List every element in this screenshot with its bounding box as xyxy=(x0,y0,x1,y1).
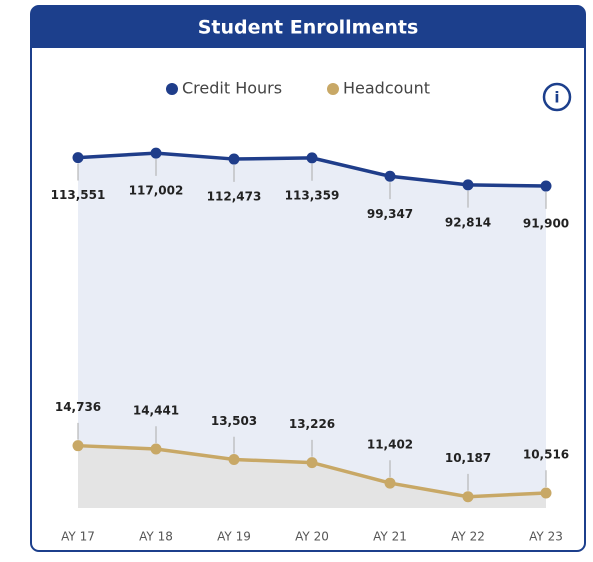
data-label: 14,441 xyxy=(133,403,179,417)
legend-label: Credit Hours xyxy=(182,79,282,98)
data-label: 14,736 xyxy=(55,400,101,414)
svg-text:i: i xyxy=(554,89,559,107)
point xyxy=(72,440,84,452)
point xyxy=(228,153,240,165)
point xyxy=(462,179,474,191)
data-label: 10,516 xyxy=(523,448,569,462)
legend-marker xyxy=(327,83,339,95)
area xyxy=(78,445,546,508)
x-tick-label: AY 23 xyxy=(529,530,563,544)
info-icon[interactable]: i xyxy=(542,82,572,112)
point xyxy=(384,170,396,182)
data-label: 91,900 xyxy=(523,217,569,231)
point xyxy=(540,487,552,499)
data-label: 13,503 xyxy=(211,414,257,428)
x-tick-label: AY 21 xyxy=(373,530,407,544)
point xyxy=(540,180,552,192)
legend-label: Headcount xyxy=(343,79,430,98)
point xyxy=(462,491,474,503)
data-label: 13,226 xyxy=(289,417,335,431)
data-label: 11,402 xyxy=(367,438,413,452)
x-tick-label: AY 17 xyxy=(61,530,95,544)
point xyxy=(72,152,84,164)
x-tick-label: AY 19 xyxy=(217,530,251,544)
data-label: 117,002 xyxy=(129,184,184,198)
data-label: 113,551 xyxy=(51,188,106,202)
data-label: 112,473 xyxy=(207,190,262,204)
point xyxy=(306,152,318,164)
x-tick-label: AY 22 xyxy=(451,530,485,544)
point xyxy=(150,443,162,455)
title-bar xyxy=(31,6,585,48)
x-tick-label: AY 18 xyxy=(139,530,173,544)
area xyxy=(78,153,546,508)
point xyxy=(228,454,240,466)
data-label: 92,814 xyxy=(445,215,491,229)
data-label: 113,359 xyxy=(285,188,340,202)
x-tick-label: AY 20 xyxy=(295,530,329,544)
point xyxy=(150,147,162,159)
legend-marker xyxy=(166,83,178,95)
point xyxy=(306,457,318,469)
data-label: 99,347 xyxy=(367,207,413,221)
point xyxy=(384,477,396,489)
data-label: 10,187 xyxy=(445,451,491,465)
chart-title: Student Enrollments xyxy=(198,17,419,39)
